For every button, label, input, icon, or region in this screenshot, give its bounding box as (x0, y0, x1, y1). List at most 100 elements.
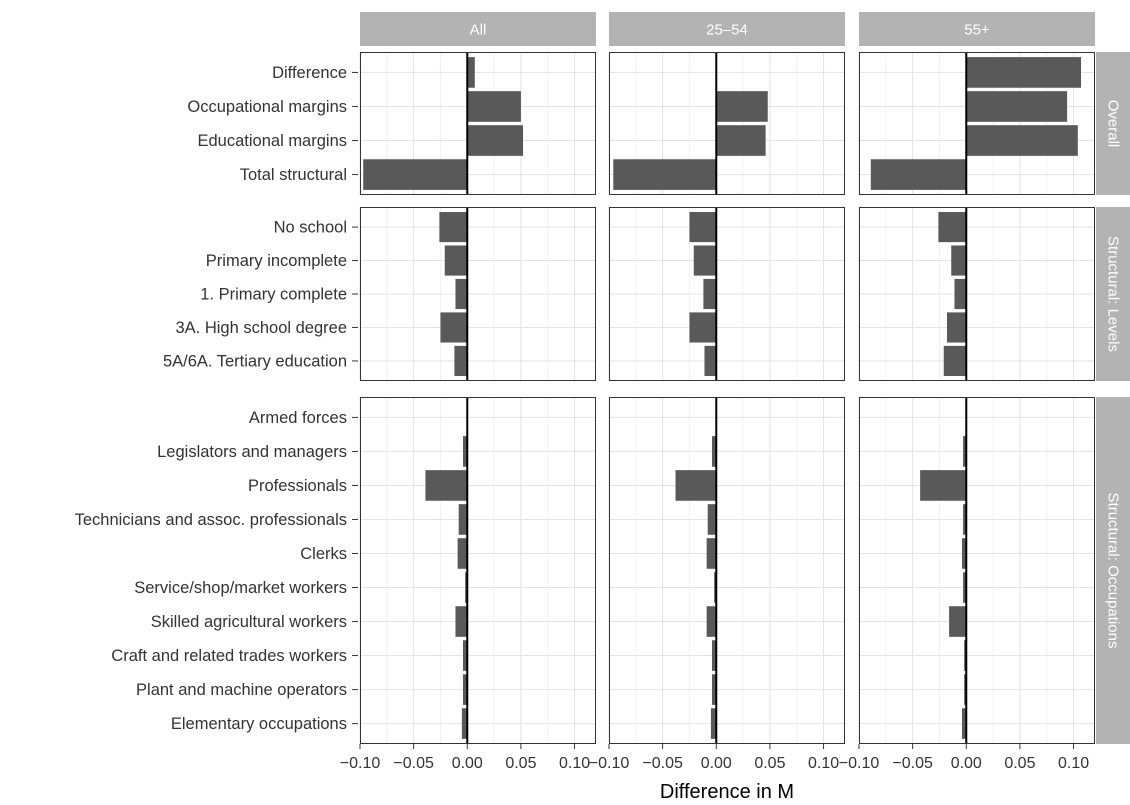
panel-structural-levels-25-54 (608, 207, 845, 381)
column-strip-label: 25–54 (706, 22, 748, 39)
bar (946, 312, 967, 343)
panels-layer (359, 52, 1095, 744)
x-tick-label: 0.00 (951, 755, 982, 772)
x-tick-label: −0.10 (340, 755, 381, 772)
bar (714, 572, 717, 603)
x-tick-label: 0.10 (559, 755, 590, 772)
bar (943, 345, 967, 376)
column-strip-label: All (470, 22, 487, 39)
row-strip-label: Structural: Occupations (1105, 493, 1122, 649)
bar (706, 606, 717, 637)
panel-border (609, 207, 845, 381)
bar (963, 436, 967, 467)
x-tick-label: 0.05 (1004, 755, 1035, 772)
y-tick-label: Primary incomplete (206, 252, 347, 270)
y-tick-label: Craft and related trades workers (111, 647, 347, 665)
row-strip-overall (1096, 52, 1130, 195)
bar (870, 159, 967, 190)
y-tick-label: Total structural (240, 166, 347, 184)
x-tick-label: 0.10 (808, 755, 839, 772)
panel-border (609, 52, 845, 195)
panel-border (609, 397, 845, 744)
x-tick-label: −0.05 (642, 755, 683, 772)
x-tick-label: 0.05 (754, 755, 785, 772)
bar (457, 538, 468, 569)
bar (440, 312, 468, 343)
bar (949, 606, 967, 637)
y-tick-label: 1. Primary complete (200, 286, 347, 304)
panel-overall-all (359, 52, 596, 195)
bar (706, 538, 717, 569)
bar (964, 674, 967, 705)
bar (966, 91, 1068, 122)
bar (458, 504, 468, 535)
bar (467, 125, 524, 156)
x-tick-label: 0.05 (505, 755, 536, 772)
bar (704, 345, 717, 376)
bar (954, 278, 967, 310)
bar (920, 470, 967, 501)
bar (425, 470, 468, 501)
bar (689, 312, 717, 343)
y-tick-label: Educational margins (198, 132, 348, 150)
row-strip-label: Overall (1105, 100, 1122, 148)
y-tick-label: Occupational margins (187, 98, 347, 116)
y-tick-label: Legislators and managers (157, 443, 347, 461)
x-axis-layer: −0.10 −0.05 0.00 0.05 0.10−0.10 −0.05 0.00 0.05… (340, 744, 1089, 772)
x-tick-label: 0.10 (1058, 755, 1089, 772)
x-tick-label: −0.10 (589, 755, 630, 772)
x-tick-label: 0.00 (701, 755, 732, 772)
x-tick-label: −0.05 (892, 755, 933, 772)
y-tick-label: 5A/6A. Tertiary education (163, 352, 347, 370)
panel-structural-levels-55 (858, 207, 1095, 381)
bar (675, 470, 717, 501)
bar (963, 504, 967, 535)
y-tick-label: Plant and machine operators (136, 681, 347, 699)
bar (951, 245, 967, 276)
panel-border (859, 52, 1095, 195)
bar (963, 572, 967, 603)
bar (689, 212, 717, 243)
bar (461, 708, 468, 739)
y-tick-label: Technicians and assoc. professionals (75, 511, 347, 529)
bar (462, 674, 468, 705)
x-tick-label: −0.10 (839, 755, 880, 772)
panel-structural-occupations-all (359, 397, 596, 744)
row-strip-structural-levels (1096, 207, 1130, 381)
y-tick-label: Difference (272, 64, 347, 82)
panel-structural-occupations-25-54 (608, 397, 845, 744)
panel-overall-55 (858, 52, 1095, 195)
y-tick-label: Armed forces (249, 409, 347, 427)
bar (964, 640, 967, 671)
bar (703, 278, 717, 310)
bar (693, 245, 717, 276)
bar (716, 91, 768, 122)
category-labels-layer: Difference Occupational margins Educationa… (75, 64, 358, 733)
y-tick-label: Elementary occupations (171, 715, 347, 733)
x-axis-title: Difference in M (660, 781, 794, 803)
bar (707, 504, 717, 535)
column-strip-all (360, 12, 596, 46)
column-strip-25-54 (609, 12, 845, 46)
bar (462, 640, 468, 671)
y-tick-label: No school (274, 219, 347, 237)
bar (455, 606, 468, 637)
panel-structural-occupations-55 (858, 397, 1095, 744)
bar (444, 245, 468, 276)
row-strip-label: Structural: Levels (1105, 236, 1122, 352)
panel-overall-25-54 (608, 52, 845, 195)
bar (465, 572, 468, 603)
bar (439, 212, 468, 243)
bar (467, 91, 521, 122)
y-tick-label: Skilled agricultural workers (151, 613, 347, 631)
y-tick-label: Professionals (248, 477, 347, 495)
panel-border (360, 207, 596, 381)
bar (613, 159, 717, 190)
panel-border (360, 52, 596, 195)
panel-border (859, 397, 1095, 744)
panel-border (859, 207, 1095, 381)
y-tick-label: Clerks (300, 545, 347, 563)
bar (455, 278, 468, 310)
bar (961, 708, 967, 739)
column-strip-55 (859, 12, 1095, 46)
